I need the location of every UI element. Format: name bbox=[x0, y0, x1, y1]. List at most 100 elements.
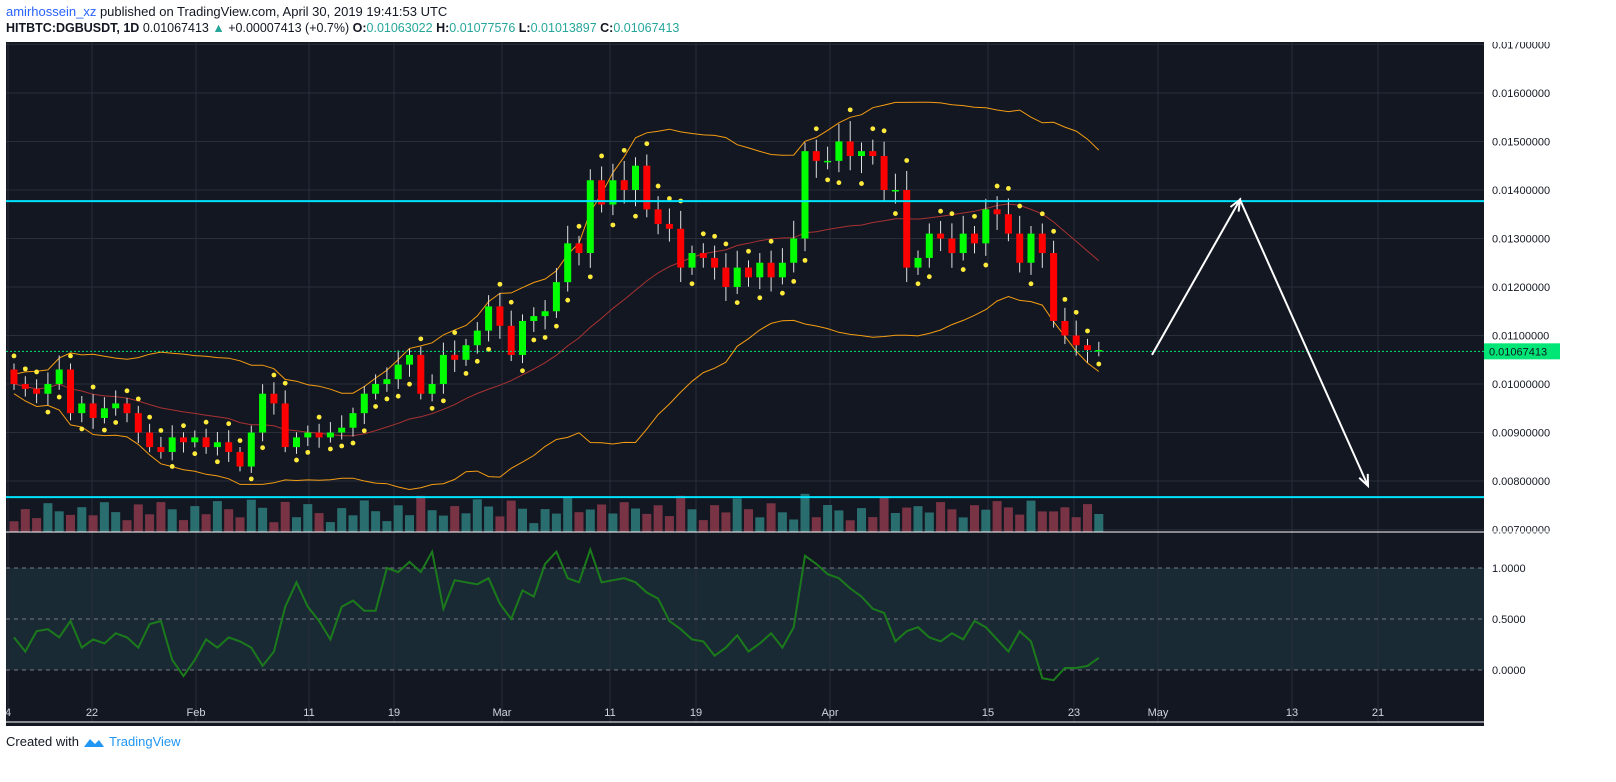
candle-body bbox=[338, 427, 346, 433]
created-with: Created with bbox=[6, 734, 79, 749]
volume-bar bbox=[947, 509, 957, 532]
sar-dot bbox=[192, 451, 198, 457]
x-tick-label: 15 bbox=[982, 707, 994, 719]
candle-body bbox=[564, 243, 572, 283]
x-tick-label: Mar bbox=[493, 707, 512, 719]
x-tick-label: 23 bbox=[1068, 707, 1080, 719]
volume-bar bbox=[88, 515, 98, 532]
sar-dot bbox=[22, 366, 28, 372]
sar-dot bbox=[915, 281, 921, 287]
candle-body bbox=[21, 384, 29, 389]
sar-dot bbox=[147, 414, 153, 420]
volume-bar bbox=[382, 521, 392, 532]
x-tick-label: 4 bbox=[6, 707, 11, 719]
volume-bar bbox=[484, 506, 494, 532]
sar-dot bbox=[949, 211, 955, 217]
volume-bar bbox=[710, 505, 720, 532]
volume-bar bbox=[890, 513, 900, 532]
last-price-tag bbox=[1484, 343, 1560, 360]
volume-bar bbox=[461, 513, 471, 532]
candle-body bbox=[858, 151, 865, 157]
sar-dot bbox=[565, 297, 571, 303]
sar-dot bbox=[531, 337, 537, 343]
candle-body bbox=[733, 267, 741, 287]
candle-body bbox=[993, 209, 1001, 215]
bollinger-lower bbox=[13, 295, 1100, 491]
candle-body bbox=[123, 403, 131, 414]
candle-body bbox=[1016, 233, 1024, 263]
high-label: H: bbox=[436, 21, 450, 35]
sar-dot bbox=[350, 440, 356, 446]
volume-bar bbox=[1060, 507, 1070, 532]
oscillator-tick-label: 0.0000 bbox=[1492, 665, 1526, 677]
sar-dot bbox=[11, 353, 17, 359]
candle-body bbox=[586, 180, 594, 254]
y-tick-label: 0.01600000 bbox=[1492, 88, 1550, 100]
candle-body bbox=[598, 180, 606, 205]
sar-dot bbox=[237, 438, 243, 444]
sar-dot bbox=[373, 404, 378, 409]
sar-dot bbox=[689, 281, 695, 287]
sar-dot bbox=[463, 371, 469, 376]
x-tick-label: 22 bbox=[86, 707, 98, 719]
volume-bar bbox=[619, 502, 629, 532]
sar-dot bbox=[847, 107, 853, 113]
candle-body bbox=[372, 384, 380, 394]
candle-body bbox=[44, 384, 52, 394]
candle-body bbox=[778, 262, 786, 278]
volume-bar bbox=[269, 522, 279, 532]
volume-bar bbox=[845, 520, 855, 532]
price-chart[interactable]: 0.00700000 0.00800000 0.00900000 0.01000000… bbox=[6, 42, 1610, 726]
arrow-head bbox=[1358, 473, 1370, 489]
sar-dot bbox=[56, 394, 62, 400]
candle-body bbox=[225, 442, 233, 452]
sar-dot bbox=[102, 427, 107, 433]
candle-body bbox=[711, 257, 719, 268]
sar-dot bbox=[418, 336, 424, 342]
candle-body bbox=[304, 432, 312, 438]
volume-bar bbox=[1049, 511, 1059, 532]
candle-body bbox=[326, 432, 334, 438]
candle-body bbox=[937, 233, 945, 239]
candle-body bbox=[1004, 214, 1012, 234]
volume-bar bbox=[777, 512, 787, 532]
volume-bar bbox=[9, 521, 19, 532]
sar-dot bbox=[655, 183, 661, 189]
candle-body bbox=[78, 403, 86, 414]
volume-bar bbox=[145, 514, 155, 532]
volume-bar bbox=[1015, 514, 1025, 532]
volume-bar bbox=[111, 512, 121, 532]
volume-bar bbox=[1071, 517, 1081, 532]
sar-dot bbox=[768, 238, 774, 244]
sar-dot bbox=[90, 384, 96, 390]
volume-bar bbox=[789, 519, 799, 532]
author-link[interactable]: amirhossein_xz bbox=[6, 4, 97, 19]
sar-dot bbox=[746, 248, 751, 254]
tradingview-link[interactable]: TradingView bbox=[108, 734, 181, 749]
volume-bar bbox=[179, 520, 188, 532]
sar-dot bbox=[339, 443, 345, 449]
sar-dot bbox=[68, 353, 73, 359]
sar-dot bbox=[734, 300, 740, 306]
y-tick-label: 0.01100000 bbox=[1492, 331, 1549, 343]
sar-dot bbox=[644, 141, 650, 147]
sar-dot bbox=[260, 445, 265, 451]
candle-body bbox=[519, 320, 526, 355]
footer: Created with TradingView bbox=[6, 734, 181, 749]
sar-dot bbox=[667, 196, 672, 201]
x-tick-label: 13 bbox=[1286, 707, 1298, 719]
candle-body bbox=[10, 369, 18, 385]
close-label: C: bbox=[600, 21, 614, 35]
sar-dot bbox=[780, 290, 785, 296]
volume-bar bbox=[800, 493, 810, 532]
sar-dot bbox=[248, 476, 254, 482]
sar-dot bbox=[757, 295, 763, 301]
sar-dot bbox=[802, 257, 808, 263]
sar-dot bbox=[305, 449, 311, 455]
candle-body bbox=[632, 165, 639, 190]
x-tick-label: 11 bbox=[303, 707, 314, 719]
volume-bar bbox=[597, 504, 607, 532]
sar-dot bbox=[1062, 296, 1068, 302]
candle-body bbox=[1050, 253, 1058, 321]
candle-body bbox=[383, 379, 391, 385]
